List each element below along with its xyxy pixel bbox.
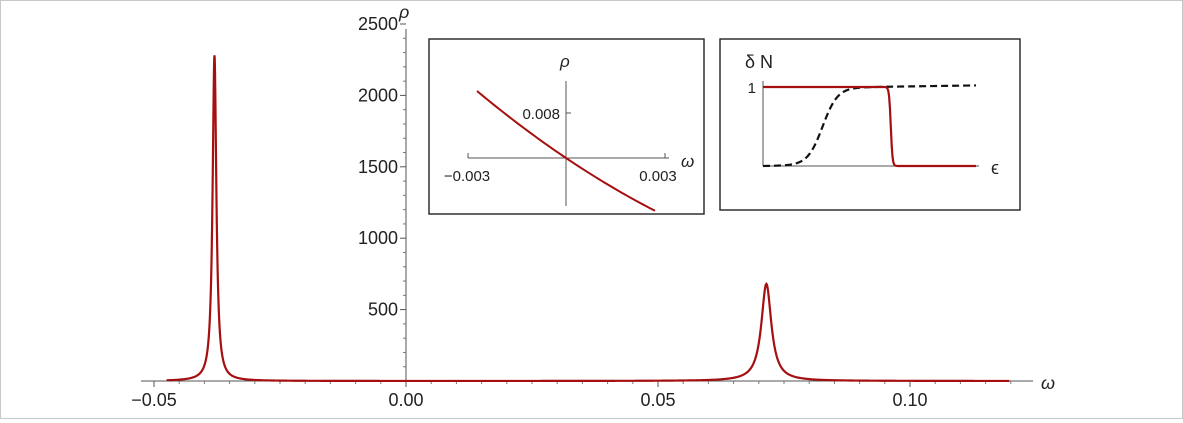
main-ytick-label: 2500	[358, 14, 398, 34]
main-x-axis-label: ω	[1041, 373, 1055, 393]
inset-2-x-axis-label: ϵ	[991, 158, 999, 178]
main-ytick-label: 1000	[358, 228, 398, 248]
main-xtick-label: 0.05	[640, 390, 675, 410]
main-tick-labels: −0.05 0.00 0.05 0.10 500 1000 1500 2000 2500	[131, 14, 927, 410]
inset-2-solid-series	[763, 85, 976, 168]
inset-1-x-axis-label: ω	[681, 152, 694, 171]
inset-2: δ N ϵ 1	[719, 38, 1021, 211]
inset-1-series-line	[476, 90, 656, 212]
main-xtick-label: −0.05	[131, 390, 177, 410]
main-ytick-label: 500	[368, 300, 398, 320]
inset-2-ytick-label: 1	[748, 80, 756, 97]
inset-1: ρ ω 0.008 −0.003 0.003	[428, 38, 705, 215]
main-ytick-label: 1500	[358, 157, 398, 177]
main-y-axis-label: ρ	[398, 2, 409, 22]
inset-1-ytick-label: 0.008	[522, 106, 560, 123]
inset-2-frame	[719, 38, 1021, 211]
main-ytick-label: 2000	[358, 85, 398, 105]
inset-2-y-axis-label: δ N	[745, 52, 773, 72]
inset-1-y-axis-label: ρ	[559, 52, 570, 71]
inset-1-xtick-label-right: 0.003	[639, 168, 677, 185]
main-xtick-label: 0.00	[388, 390, 423, 410]
inset-1-xtick-label-left: −0.003	[444, 168, 490, 185]
main-xtick-label: 0.10	[892, 390, 927, 410]
main-chart: −0.05 0.00 0.05 0.10 500 1000 1500 2000 2500 ω ρ	[131, 2, 1055, 410]
main-series-line	[166, 55, 1010, 383]
